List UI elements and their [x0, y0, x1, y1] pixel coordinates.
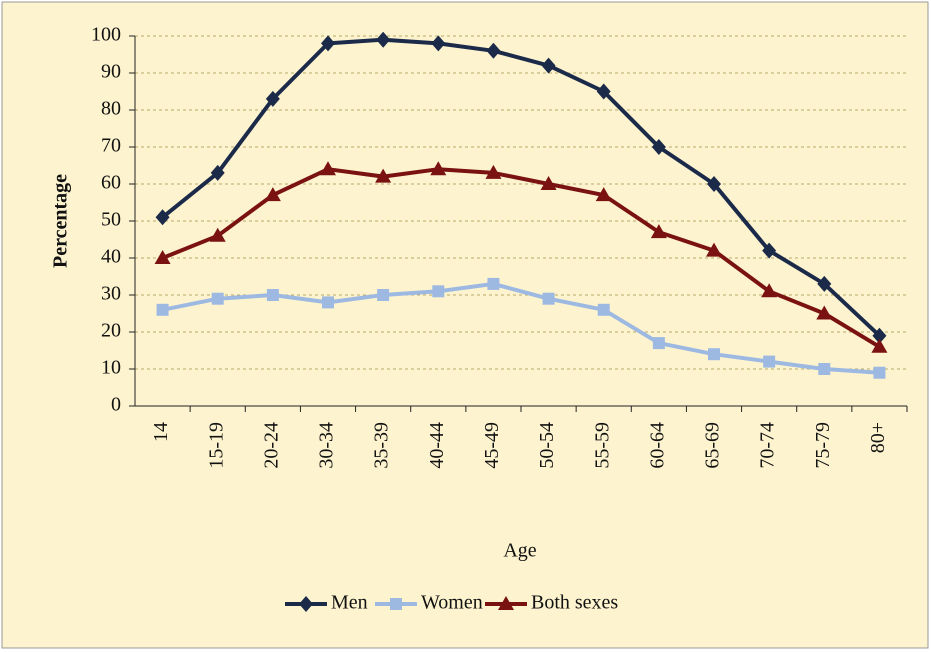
data-point — [871, 338, 888, 353]
x-tick-label: 55-59 — [591, 422, 613, 469]
data-point — [706, 242, 722, 257]
x-tick-label: 40-44 — [426, 422, 448, 469]
data-point — [873, 366, 886, 379]
data-point — [156, 303, 169, 316]
data-point — [264, 187, 281, 202]
data-point — [708, 348, 720, 361]
y-tick-label: 70 — [101, 135, 121, 157]
data-point — [652, 337, 665, 350]
data-point — [595, 187, 612, 202]
data-point — [211, 292, 224, 305]
data-point — [322, 296, 334, 309]
data-point — [707, 176, 721, 192]
data-point — [762, 242, 777, 259]
data-point — [321, 35, 335, 52]
data-point — [651, 139, 666, 155]
legend-marker — [498, 596, 514, 610]
data-point — [816, 305, 833, 320]
x-tick-label: 75-79 — [812, 422, 834, 469]
data-point — [432, 285, 445, 298]
data-point — [487, 277, 500, 290]
y-tick-label: 10 — [101, 357, 121, 379]
data-point — [597, 303, 610, 316]
data-point — [818, 363, 831, 375]
legend-label: Both sexes — [531, 592, 618, 614]
data-point — [763, 355, 776, 368]
y-tick-label: 100 — [91, 24, 121, 46]
data-point — [817, 275, 832, 292]
data-point — [266, 289, 279, 301]
x-axis-label: Age — [503, 540, 536, 562]
data-point — [596, 83, 611, 100]
x-tick-label: 60-64 — [646, 422, 668, 469]
x-tick-label: 50-54 — [536, 422, 558, 469]
y-tick-label: 30 — [101, 283, 121, 305]
data-point — [376, 31, 391, 48]
data-point — [155, 209, 170, 226]
y-tick-label: 60 — [101, 172, 121, 194]
y-tick-label: 90 — [101, 61, 121, 83]
x-tick-label: 20-24 — [260, 422, 282, 469]
y-tick-label: 0 — [111, 394, 121, 416]
series-line — [161, 37, 881, 338]
data-point — [486, 42, 501, 59]
data-point — [650, 224, 667, 239]
data-point — [210, 164, 225, 181]
x-tick-label: 45-49 — [481, 422, 503, 469]
x-tick-label: 80+ — [867, 422, 889, 453]
legend-marker — [390, 598, 402, 610]
data-point — [761, 283, 778, 298]
data-point — [872, 327, 887, 344]
data-point — [431, 35, 446, 52]
x-tick-label: 70-74 — [757, 422, 779, 469]
data-point — [430, 161, 447, 176]
x-tick-label: 14 — [150, 422, 172, 442]
data-point — [542, 292, 555, 305]
data-point — [377, 289, 390, 301]
data-point — [375, 168, 392, 183]
data-point — [265, 90, 280, 107]
x-tick-label: 65-69 — [702, 422, 724, 469]
y-axis-label: Percentage — [50, 174, 72, 268]
data-point — [485, 164, 502, 179]
series-line — [161, 167, 881, 349]
x-tick-label: 30-34 — [316, 422, 338, 469]
data-point — [154, 250, 171, 264]
series-line — [162, 281, 880, 375]
legend-marker — [299, 596, 313, 612]
y-tick-label: 20 — [101, 320, 121, 342]
legend-label: Women — [421, 592, 483, 614]
data-point — [541, 57, 556, 74]
data-point — [320, 161, 336, 176]
y-tick-label: 40 — [101, 246, 121, 268]
legend-label: Men — [331, 592, 368, 614]
data-point — [540, 176, 557, 190]
x-tick-label: 35-39 — [371, 422, 393, 469]
x-tick-label: 15-19 — [205, 422, 227, 469]
y-tick-label: 80 — [101, 98, 121, 120]
y-tick-label: 50 — [101, 209, 121, 231]
data-point — [209, 227, 226, 242]
